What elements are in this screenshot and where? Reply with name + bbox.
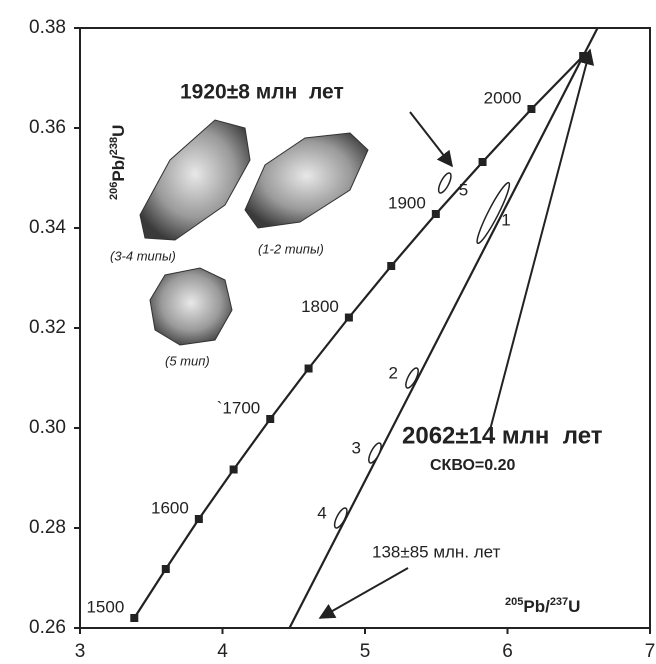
age-marker <box>387 262 396 270</box>
ellipse-label: 4 <box>317 503 326 522</box>
annotation: СКВО=0.20 <box>430 457 516 474</box>
axis-label-part: Pb/ <box>109 155 128 182</box>
ellipse-label: 2 <box>389 363 398 382</box>
y-tick-label: 0.32 <box>29 317 66 338</box>
x-tick-label: 6 <box>502 641 513 662</box>
age-label: 1500 <box>86 597 124 616</box>
age-label: `1700 <box>217 398 260 417</box>
x-tick-label: 3 <box>75 641 86 662</box>
age-marker <box>431 210 440 218</box>
age-label: 1800 <box>301 297 339 316</box>
age-marker <box>478 158 487 166</box>
annotation: 1920±8 млн лет <box>180 81 344 104</box>
annotation: 138±85 млн. лет <box>372 542 501 561</box>
crystal-image <box>244 132 369 229</box>
x-tick-label: 5 <box>360 641 371 662</box>
discordia-line <box>288 28 599 628</box>
error-ellipse <box>368 442 382 464</box>
y-tick-label: 0.28 <box>29 517 66 538</box>
axis-label-part: U <box>568 597 580 616</box>
error-ellipse <box>476 181 511 245</box>
age-marker <box>229 465 238 474</box>
error-ellipse <box>405 367 419 389</box>
age-marker <box>344 313 353 322</box>
concordia-curve <box>133 55 584 619</box>
crystal-image <box>139 119 251 241</box>
error-ellipse <box>437 172 452 194</box>
y-tick-label: 0.34 <box>29 217 66 238</box>
age-marker <box>161 565 170 573</box>
age-label: 2000 <box>484 88 522 107</box>
age-marker <box>130 614 139 622</box>
arrow <box>409 111 453 168</box>
axis-label-part: 237 <box>550 596 568 608</box>
axis-label-part: U <box>109 125 128 137</box>
age-marker <box>304 364 313 373</box>
crystal-label: (5 тип) <box>165 353 210 368</box>
error-ellipse <box>333 507 348 529</box>
arrow <box>318 567 409 619</box>
age-marker <box>266 415 275 423</box>
ellipse-label: 3 <box>352 438 361 457</box>
age-marker <box>579 52 588 60</box>
x-tick-label: 7 <box>645 641 656 662</box>
y-tick-label: 0.26 <box>29 617 66 638</box>
ellipse-label: 1 <box>501 210 510 229</box>
y-label: 206Pb/238U <box>108 125 129 200</box>
y-tick-label: 0.38 <box>29 17 66 38</box>
axis-label-part: 205 <box>505 596 523 608</box>
ellipse-label: 5 <box>459 180 468 199</box>
age-label: 1600 <box>151 498 189 517</box>
axis-label-part: 206 <box>108 182 120 200</box>
crystal-image <box>149 267 233 346</box>
crystal-label: (3-4 типы) <box>110 248 176 263</box>
x-tick-label: 4 <box>217 641 228 662</box>
axis-label-part: Pb/ <box>523 597 550 616</box>
age-label: 1900 <box>388 193 426 212</box>
age-marker <box>194 515 203 523</box>
annotation: 2062±14 млн лет <box>402 422 603 449</box>
y-tick-label: 0.30 <box>29 417 66 438</box>
arrow <box>489 48 595 431</box>
age-marker <box>527 105 536 113</box>
axis-label-part: 238 <box>108 137 120 155</box>
y-tick-label: 0.36 <box>29 117 66 138</box>
crystal-label: (1-2 типы) <box>258 241 324 256</box>
x-label: 205Pb/237U <box>505 596 580 617</box>
